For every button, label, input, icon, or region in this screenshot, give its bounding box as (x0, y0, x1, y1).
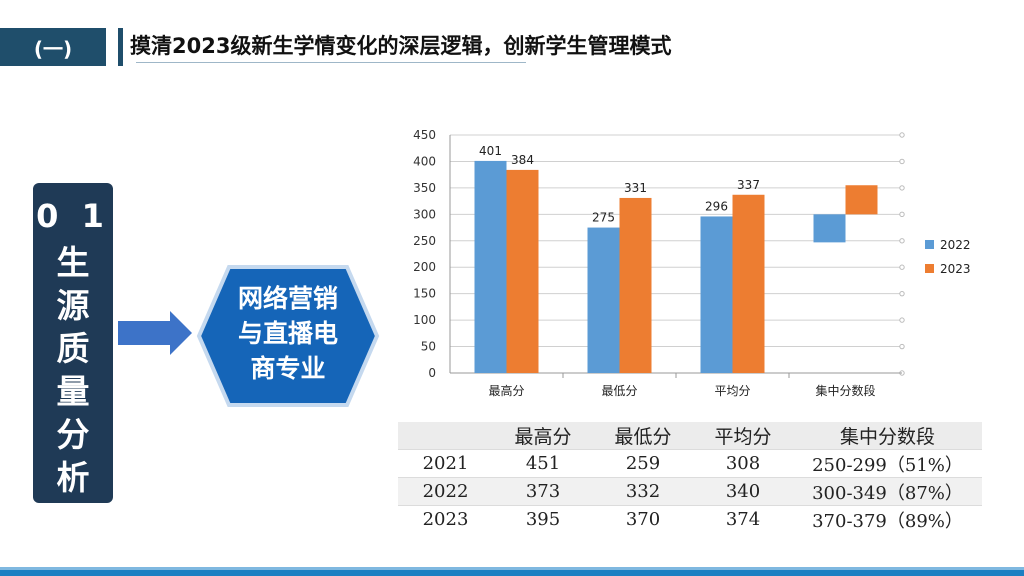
table-cell: 300-349（87%） (812, 482, 963, 504)
gridline-end-marker (899, 290, 905, 297)
table-header-row: 最高分 最低分 平均分 集中分数段 (398, 422, 982, 450)
table-cell: 2023 (422, 509, 469, 530)
side-char: 源 (56, 286, 90, 325)
score-table: 最高分 最低分 平均分 集中分数段 2021 451 259 308 250-2… (398, 422, 982, 533)
bar-2022 (587, 227, 620, 373)
major-name-line: 商专业 (250, 354, 326, 383)
table-cell: 332 (625, 481, 661, 502)
footer-stripe (0, 570, 1024, 576)
side-panel-text: 生 源 质 量 分 析 (33, 241, 113, 499)
table-row: 2023 395 370 374 370-379（89%） (398, 505, 982, 533)
table-row: 2022 373 332 340 300-349（87%） (398, 477, 982, 506)
data-label: 337 (737, 178, 760, 192)
table-cell: 2022 (422, 481, 469, 502)
gridline-end-marker (899, 238, 905, 244)
arrow-head-icon (170, 311, 192, 355)
side-panel-number: 0 1 (36, 197, 110, 235)
table-row: 2021 451 259 308 250-299（51%） (398, 449, 982, 478)
table-header-cell: 平均分 (714, 426, 772, 448)
table-cell: 373 (525, 481, 561, 502)
bar-2023 (506, 169, 539, 373)
legend-swatch (925, 240, 934, 249)
major-name-line: 与直播电 (237, 319, 338, 348)
gridline-end-marker (899, 158, 905, 165)
x-tick-label: 最高分 (488, 383, 524, 398)
data-label: 275 (592, 211, 615, 225)
gridline-end-marker (899, 317, 905, 323)
bar-2023 (845, 185, 878, 215)
legend-label: 2022 (940, 238, 971, 252)
page-title: 摸清2023级新生学情变化的深层逻辑，创新学生管理模式 (130, 34, 672, 58)
y-tick-label: 50 (421, 340, 436, 354)
side-char: 质 (56, 329, 90, 368)
legend-label: 2023 (940, 262, 971, 276)
title-accent-bar (118, 28, 123, 66)
side-char: 生 (56, 243, 90, 282)
y-tick-label: 400 (413, 154, 436, 168)
table-cell: 370-379（89%） (812, 510, 963, 532)
table-cell: 2021 (422, 453, 469, 474)
table-cell: 340 (725, 481, 761, 502)
table-cell: 370 (625, 509, 661, 530)
y-tick-label: 450 (413, 128, 436, 142)
y-tick-label: 150 (413, 287, 436, 301)
major-name: 网络营销 与直播电 商专业 (195, 281, 381, 386)
title-underline (136, 62, 526, 63)
y-tick-label: 300 (413, 207, 436, 221)
side-char: 分 (56, 415, 90, 454)
major-name-line: 网络营销 (237, 284, 338, 313)
y-tick-label: 100 (413, 313, 436, 327)
arrow-right-icon (118, 321, 170, 345)
data-label: 331 (624, 181, 647, 195)
table-cell: 374 (725, 509, 761, 530)
bar-2022 (474, 160, 507, 373)
bar-2023 (732, 194, 765, 373)
data-label: 384 (511, 153, 534, 167)
bar-2022 (700, 216, 733, 373)
side-char: 量 (56, 372, 90, 411)
x-tick-label: 集中分数段 (815, 383, 875, 398)
bar-2022 (813, 214, 846, 243)
y-tick-label: 0 (428, 366, 436, 380)
score-bar-chart: 0 50 100 150 200 250 300 350 400 450 最高分 401 384 最低分 2… (413, 128, 971, 398)
x-tick-label: 最低分 (601, 384, 637, 398)
table-cell: 250-299（51%） (812, 454, 963, 476)
gridline-end-marker (899, 343, 905, 350)
y-tick-label: 200 (413, 260, 436, 274)
table-header-cell: 最低分 (614, 426, 672, 448)
legend-swatch (925, 264, 934, 273)
gridline-end-marker (899, 264, 905, 270)
table-cell: 308 (725, 453, 761, 474)
section-number-tab: (一) (0, 28, 106, 66)
table-cell: 395 (525, 509, 561, 530)
major-hexagon: 网络营销 与直播电 商专业 (195, 263, 381, 409)
table-header-cell: 集中分数段 (839, 426, 935, 448)
table-cell: 451 (525, 453, 561, 474)
gridline-end-marker (899, 211, 905, 218)
y-tick-label: 250 (413, 234, 436, 248)
table-header-cell: 最高分 (514, 426, 572, 448)
section-side-panel: 0 1 生 源 质 量 分 析 (33, 183, 113, 503)
data-label: 401 (479, 144, 502, 158)
data-label: 296 (705, 199, 728, 213)
side-char: 析 (56, 458, 90, 497)
table-header-cell (398, 422, 493, 450)
footer-stripe-light (0, 567, 1024, 570)
x-tick-label: 平均分 (714, 384, 750, 398)
gridline-end-marker (899, 185, 905, 191)
section-number: (一) (33, 36, 73, 61)
gridline-end-marker (899, 132, 905, 138)
hexagon-shape (196, 265, 380, 407)
bar-2023 (619, 197, 652, 373)
table-cell: 259 (625, 453, 661, 474)
y-tick-label: 350 (413, 181, 436, 195)
